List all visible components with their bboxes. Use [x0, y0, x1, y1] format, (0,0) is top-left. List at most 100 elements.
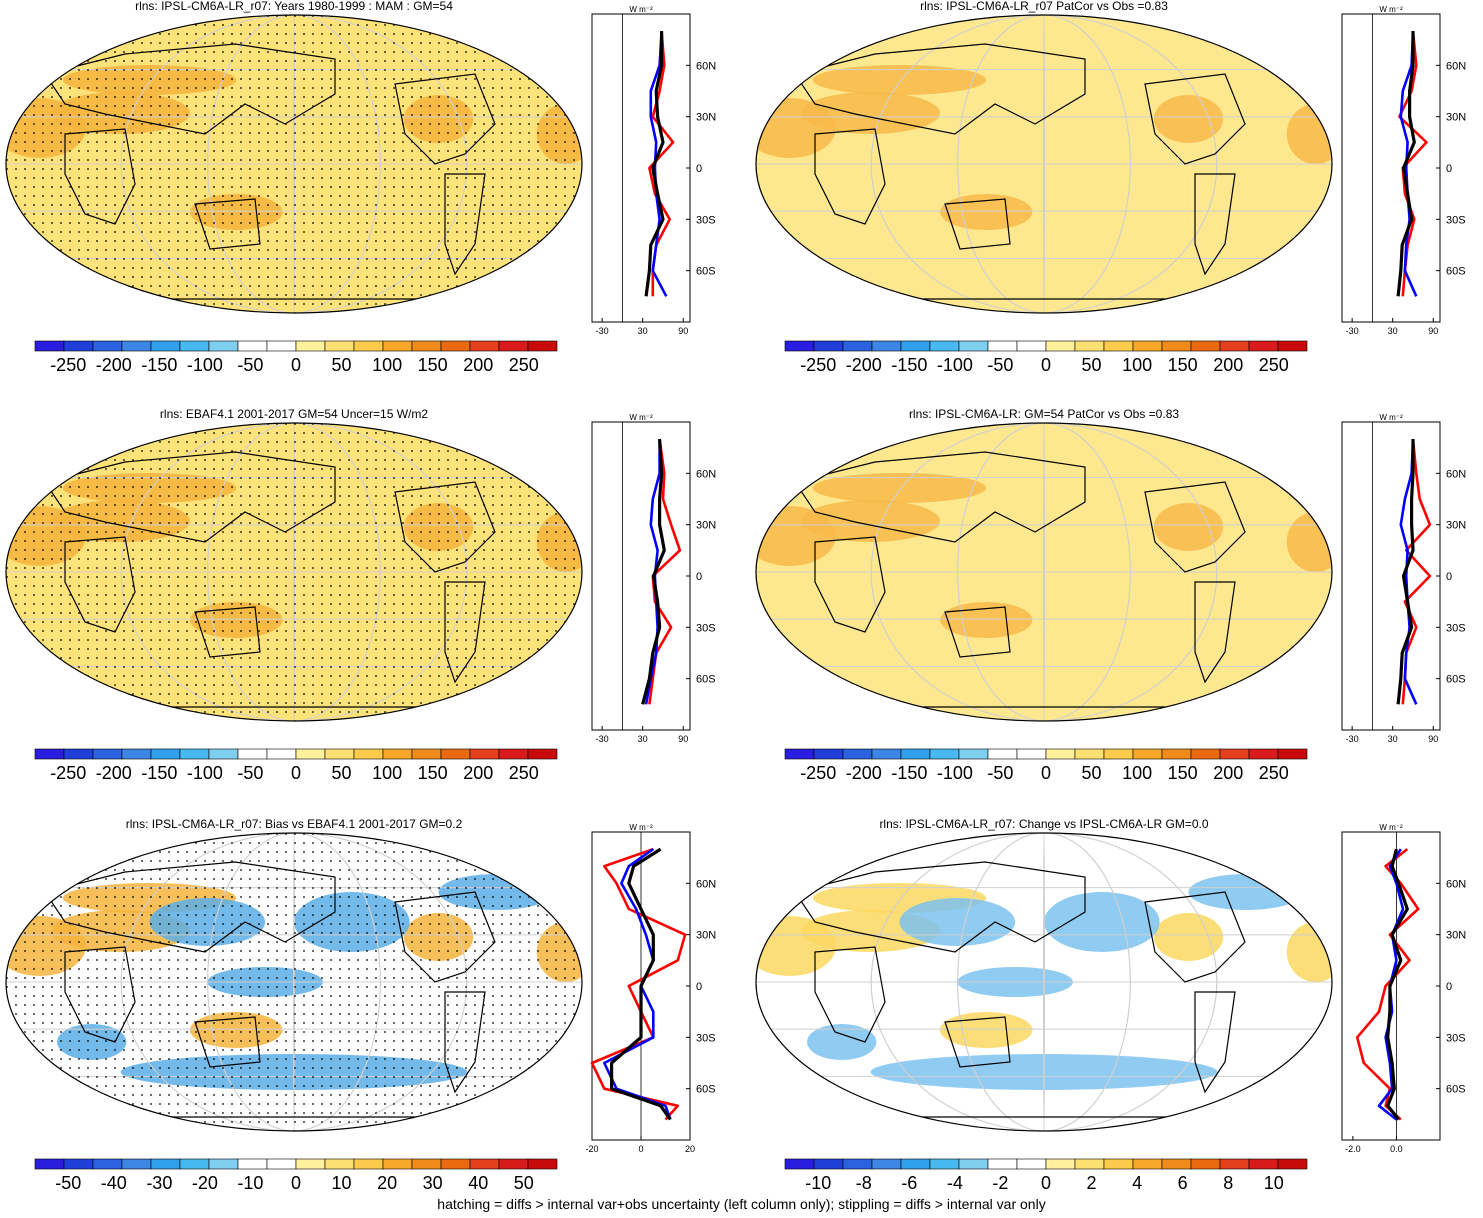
colorbar-swatch [92, 748, 123, 760]
colorbar-label: -50 [55, 1173, 81, 1193]
colorbar-swatch [498, 340, 529, 352]
meridian-line [1043, 15, 1045, 313]
panel-title: rlns: IPSL-CM6A-LR: GM=54 PatCor vs Obs … [908, 407, 1180, 421]
colorbar-label: 50 [1082, 763, 1102, 783]
map-border [5, 832, 583, 1132]
continent-outline [944, 1016, 1011, 1068]
colorbar-swatch [295, 748, 326, 760]
warm-region [1286, 104, 1332, 164]
continent-outline [1194, 991, 1236, 1094]
colorbar-swatch [498, 748, 529, 760]
colorbar-swatch [324, 340, 355, 352]
colorbar-label: 250 [509, 763, 539, 783]
colorbar-swatch [382, 340, 413, 352]
colorbar-label: 100 [372, 355, 402, 375]
warm-region [801, 92, 940, 134]
zonal-black-series [644, 31, 665, 297]
colorbar: -250 -200 -150 -100 -50 0 50 100 150 200 250 [784, 340, 1308, 375]
lat-tick-label: 30N [696, 112, 716, 124]
colorbar-swatch [987, 748, 1018, 760]
colorbar-swatch [871, 340, 902, 352]
colorbar-swatch [324, 1158, 355, 1170]
zonal-mean-plot: W m⁻² -2.0 0.0 60N 30N 0 30S 60S [1341, 823, 1466, 1154]
zonal-xtick-label: 30 [638, 734, 648, 744]
lat-tick-label: 30S [696, 622, 716, 634]
zonal-black-series [1396, 439, 1415, 705]
colorbar-swatch [498, 1158, 529, 1170]
zonal-mean-plot: W m⁻² -30 30 90 60N 30N 0 30S 60S [1341, 5, 1466, 336]
colorbar-swatch [813, 1158, 844, 1170]
colorbar-swatch [150, 748, 181, 760]
colorbar-label: -6 [901, 1173, 917, 1193]
colorbar-swatch [353, 748, 384, 760]
colorbar-label: 200 [1213, 355, 1243, 375]
colorbar-label: 0 [291, 1173, 301, 1193]
lat-tick-label: 60N [696, 878, 716, 890]
colorbar: -250 -200 -150 -100 -50 0 50 100 150 200 250 [34, 340, 558, 375]
continent-outline [794, 861, 1086, 953]
colorbar-swatch [1016, 340, 1047, 352]
zonal-xtick-label: 30 [1388, 734, 1398, 744]
colorbar-label: -250 [800, 355, 836, 375]
panel-title: rlns: EBAF4.1 2001-2017 GM=54 Uncer=15 W… [159, 407, 429, 421]
colorbar-label: -150 [891, 355, 927, 375]
colorbar-label: -200 [846, 763, 882, 783]
meridian-line [957, 833, 1131, 1131]
warm-region [939, 194, 1033, 230]
lat-tick-label: 30N [1446, 112, 1466, 124]
colorbar-label: -150 [141, 763, 177, 783]
world-map [755, 832, 1333, 1132]
colorbar-label: 150 [1168, 355, 1198, 375]
continent-outline [814, 536, 886, 633]
colorbar-swatch [121, 1158, 152, 1170]
colorbar-label: -150 [141, 355, 177, 375]
stippling [6, 15, 582, 313]
continent-outline [1194, 581, 1236, 684]
lat-tick-label: 30N [696, 520, 716, 532]
colorbar-label: -200 [846, 355, 882, 375]
warm-region [1286, 922, 1332, 982]
lat-tick-label: 60N [696, 60, 716, 72]
world-map [755, 14, 1333, 314]
lat-tick-label: 30N [696, 930, 716, 942]
lat-tick-label: 0 [696, 163, 702, 175]
colorbar-swatch [1074, 340, 1105, 352]
zonal-mean-plot: W m⁻² -20 0 20 60N 30N 0 30S 60S [585, 823, 716, 1154]
colorbar-swatch [266, 748, 297, 760]
colorbar-swatch [929, 748, 960, 760]
zonal-xtick-label: 90 [678, 326, 688, 336]
continent-outline [794, 43, 1086, 135]
colorbar-swatch [1103, 340, 1134, 352]
zonal-black-series [610, 847, 672, 1121]
lat-tick-label: 30S [1446, 1032, 1466, 1044]
zonal-black-series [641, 439, 666, 705]
colorbar-swatch [208, 1158, 239, 1170]
continent-outline [814, 128, 886, 225]
colorbar-label: -100 [937, 355, 973, 375]
colorbar-swatch [929, 340, 960, 352]
colorbar-swatch [353, 340, 384, 352]
meridian-line [870, 15, 1218, 313]
map-border [755, 832, 1333, 1132]
zonal-units: W m⁻² [1379, 5, 1403, 14]
colorbar-swatch [440, 748, 471, 760]
colorbar-label: -50 [237, 763, 263, 783]
colorbar: -250 -200 -150 -100 -50 0 50 100 150 200 250 [34, 748, 558, 783]
lat-tick-label: 30N [1446, 930, 1466, 942]
colorbar-swatch [1161, 1158, 1192, 1170]
continent-outline [814, 946, 886, 1043]
colorbar-swatch [63, 340, 94, 352]
colorbar-swatch [900, 748, 931, 760]
colorbar-swatch [1045, 748, 1076, 760]
zonal-units: W m⁻² [629, 413, 653, 422]
zonal-black-series [1396, 31, 1416, 297]
colorbar-swatch [1132, 1158, 1163, 1170]
lat-tick-label: 30N [1446, 520, 1466, 532]
zonal-frame [1341, 421, 1441, 731]
colorbar-label: 50 [514, 1173, 534, 1193]
panel-2: rlns: IPSL-CM6A-LR_r07 PatCor vs Obs =0.… [750, 0, 1483, 400]
colorbar-swatch [987, 1158, 1018, 1170]
colorbar-swatch [469, 1158, 500, 1170]
colorbar-label: 0 [1041, 355, 1051, 375]
zonal-blue-series [603, 848, 672, 1120]
